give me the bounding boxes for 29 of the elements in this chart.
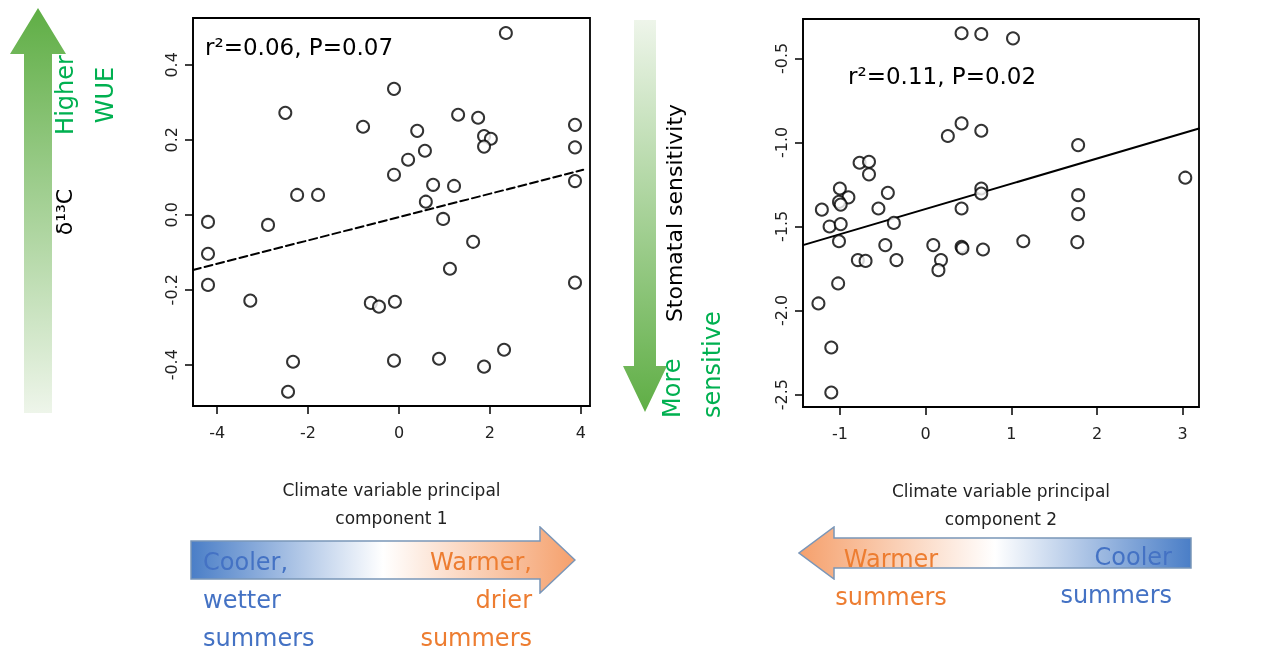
y-tick-label: -0.5 — [771, 42, 791, 74]
y-tick-label: 0.2 — [161, 127, 181, 153]
y-axis-title: δ¹³C — [51, 188, 77, 236]
x-tick-label: 4 — [575, 422, 586, 442]
x-tick-label: -1 — [831, 423, 848, 443]
annotation: r²=0.06, P=0.07 — [205, 33, 394, 62]
y-tick-label: -0.2 — [161, 274, 181, 306]
x-tick-label: 3 — [1177, 423, 1188, 443]
x-tick-label: -2 — [300, 422, 317, 442]
y-tick-label: -2.0 — [771, 294, 791, 327]
x-tick-label: 1 — [1006, 423, 1017, 443]
x-tick-label: 2 — [484, 422, 496, 442]
y-tick-label: -2.5 — [771, 378, 791, 411]
y-tick-label: -1.5 — [771, 210, 791, 243]
text: Warmer summers — [834, 544, 948, 613]
x-tick-label: 0 — [393, 422, 405, 442]
text: Higher WUE — [50, 54, 120, 137]
x-axis-title: Climate variable principal component 2 — [891, 480, 1111, 531]
y-tick-label: -1.0 — [771, 126, 791, 158]
y-axis-title: Stomatal sensitivity — [661, 103, 687, 323]
x-tick-label: -4 — [209, 422, 226, 442]
y-tick-label: -0.4 — [161, 349, 181, 381]
annotation: r²=0.11, P=0.02 — [848, 62, 1037, 91]
x-axis-title: Climate variable principal component 1 — [281, 479, 502, 530]
y-tick-label: 0.0 — [161, 202, 181, 228]
x-tick-label: 2 — [1091, 423, 1103, 443]
text: Warmer, drier summers — [419, 547, 532, 649]
x-tick-label: 0 — [920, 423, 931, 443]
y-tick-label: 0.4 — [161, 52, 181, 78]
